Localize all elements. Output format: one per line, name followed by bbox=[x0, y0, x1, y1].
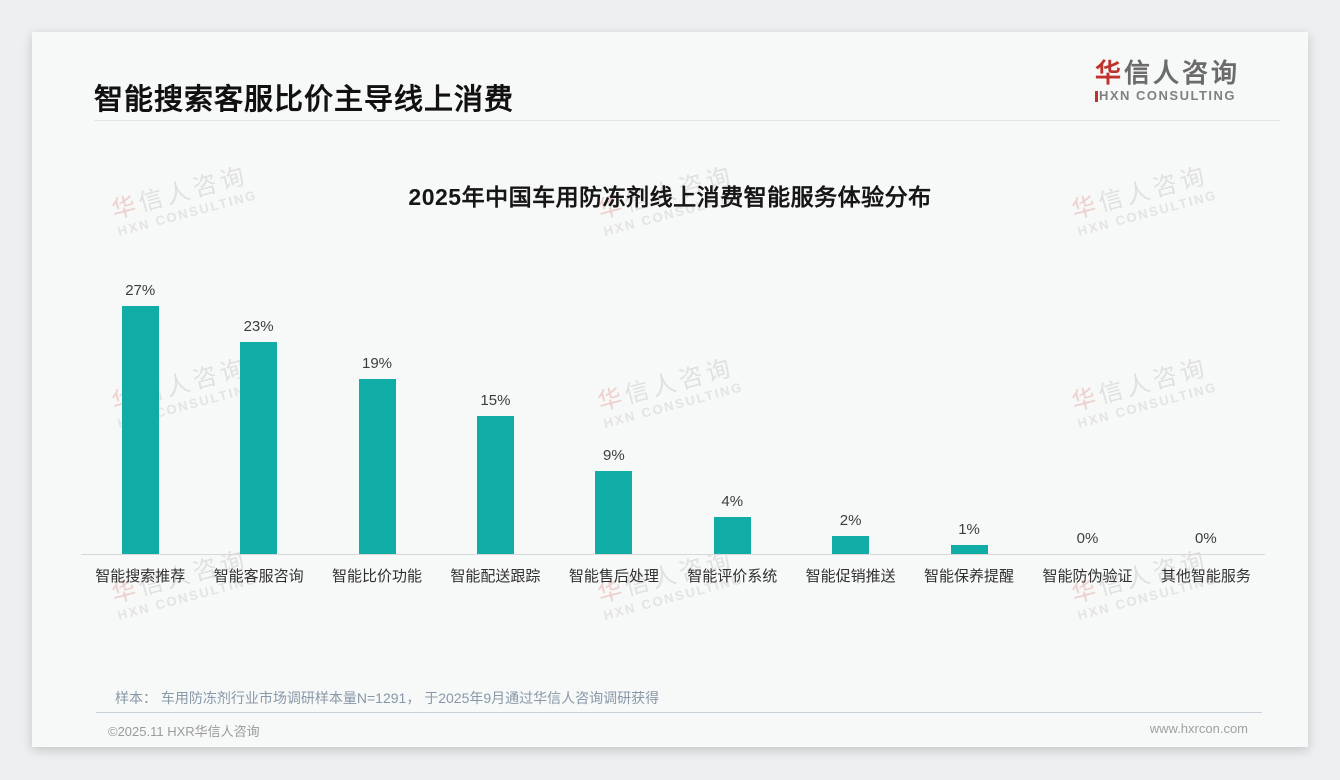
bar-group: 9% bbox=[555, 272, 673, 554]
bar-group: 27% bbox=[81, 272, 199, 554]
logo-en-text: HXN CONSULTING bbox=[1098, 88, 1237, 103]
header-divider bbox=[94, 120, 1280, 121]
bar bbox=[595, 471, 633, 554]
copyright-text: ©2025.11 HXR华信人咨询 bbox=[108, 724, 260, 739]
logo-subtitle: HXN CONSULTING bbox=[1094, 88, 1240, 104]
category-label: 其他智能服务 bbox=[1160, 568, 1251, 585]
bar-value-label: 19% bbox=[362, 355, 393, 373]
bar-value-label: 27% bbox=[125, 281, 156, 299]
report-card: 华信人咨询 HXN CONSULTING 华信人咨询 HXN CONSULTING 华信… bbox=[32, 32, 1308, 747]
bar-value-label: 15% bbox=[480, 392, 511, 409]
category-label: 智能搜索推荐 bbox=[95, 568, 186, 585]
bar-value-label: 4% bbox=[721, 493, 744, 511]
logo-cn-text: 华信人咨询 bbox=[1095, 58, 1240, 88]
logo-red-tick-icon bbox=[1094, 90, 1098, 102]
bar-group: 2% bbox=[791, 272, 909, 554]
bar bbox=[950, 544, 988, 554]
footer-divider bbox=[96, 712, 1262, 713]
bar-value-label: 0% bbox=[1076, 530, 1099, 547]
category-label: 智能配送跟踪 bbox=[450, 568, 541, 585]
bar-group: 0% bbox=[1147, 272, 1265, 554]
category-label: 智能促销推送 bbox=[805, 568, 896, 585]
bar-value-label: 9% bbox=[602, 447, 625, 465]
bar-group: 19% bbox=[318, 272, 436, 554]
category-label: 智能保养提醒 bbox=[924, 568, 1015, 585]
bar bbox=[121, 305, 159, 554]
bar-value-label: 1% bbox=[958, 520, 980, 538]
bar bbox=[240, 342, 278, 554]
bar-value-label: 0% bbox=[1195, 530, 1217, 547]
footer: ©2025.11 HXR华信人咨询 www.hxrcon.com bbox=[108, 721, 1248, 740]
category-label: 智能售后处理 bbox=[568, 568, 659, 585]
bar-chart-plot: 27% 23% 19% 15% 9% 4% 2% 1% 0% 0% bbox=[81, 272, 1265, 555]
category-label: 智能防伪验证 bbox=[1042, 568, 1133, 585]
bar-group: 1% bbox=[910, 272, 1028, 554]
logo-cn-accent: 华 bbox=[1094, 58, 1124, 88]
bar-value-label: 2% bbox=[839, 511, 862, 529]
bar-group: 0% bbox=[1028, 272, 1146, 554]
bar-value-label: 23% bbox=[243, 318, 274, 336]
bar-group: 15% bbox=[436, 272, 554, 554]
category-label: 智能客服咨询 bbox=[213, 568, 304, 585]
bar bbox=[358, 379, 396, 554]
bar bbox=[476, 416, 514, 554]
category-label: 智能比价功能 bbox=[332, 568, 423, 585]
category-axis: 智能搜索推荐 智能客服咨询 智能比价功能 智能配送跟踪 智能售后处理 智能评价系统 智能促销… bbox=[81, 568, 1265, 586]
logo-cn-rest: 信人咨询 bbox=[1123, 58, 1240, 88]
bar bbox=[832, 535, 870, 554]
sample-note: 样本： 车用防冻剂行业市场调研样本量N=1291， 于2025年9月通过华信人咨… bbox=[115, 690, 660, 706]
chart-title: 2025年中国车用防冻剂线上消费智能服务体验分布 bbox=[408, 184, 932, 210]
bar bbox=[713, 517, 751, 554]
company-logo: 华信人咨询 HXN CONSULTING bbox=[1094, 58, 1240, 104]
page-title: 智能搜索客服比价主导线上消费 bbox=[94, 84, 515, 116]
bar-group: 4% bbox=[673, 272, 791, 554]
category-label: 智能评价系统 bbox=[687, 568, 778, 585]
bar-group: 23% bbox=[199, 272, 317, 554]
website-text: www.hxrcon.com bbox=[1149, 721, 1248, 736]
